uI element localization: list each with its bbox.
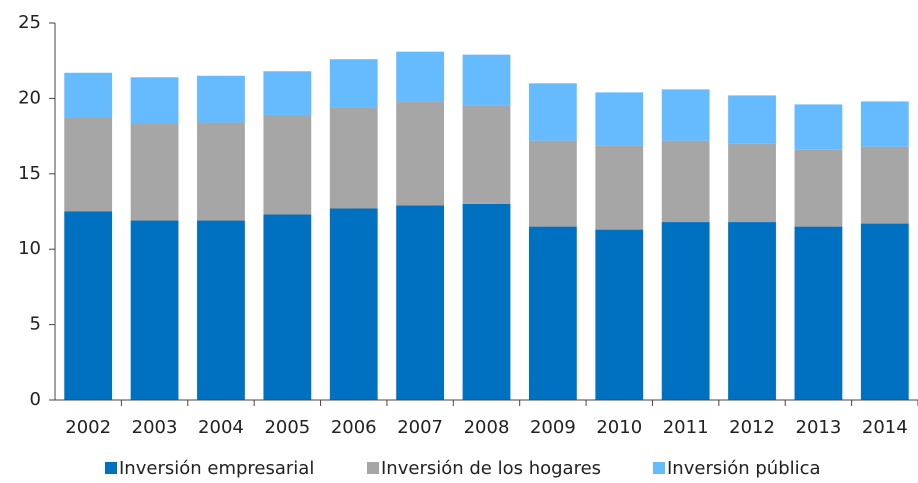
bar-segment bbox=[661, 89, 710, 141]
bar-segment bbox=[528, 226, 577, 400]
y-tick-label: 0 bbox=[30, 389, 41, 410]
bar-segment bbox=[728, 143, 776, 223]
x-tick-label: 2004 bbox=[198, 417, 244, 438]
bar-segment bbox=[528, 83, 577, 141]
legend-label: Inversión pública bbox=[667, 458, 821, 479]
bar-segment bbox=[794, 226, 843, 400]
y-tick-label: 20 bbox=[18, 87, 41, 108]
bar-segment bbox=[130, 220, 179, 400]
bar-segment bbox=[263, 71, 312, 115]
bar-segment bbox=[64, 118, 113, 212]
bar-segment bbox=[64, 211, 113, 400]
bar-segment bbox=[595, 145, 644, 230]
bar-segment bbox=[329, 107, 378, 209]
y-tick-label: 5 bbox=[30, 314, 41, 335]
x-tick-label: 2007 bbox=[397, 417, 443, 438]
x-tick-label: 2002 bbox=[65, 417, 111, 438]
bar-segment bbox=[860, 223, 909, 400]
bar-segment bbox=[263, 214, 312, 400]
bar-segment bbox=[528, 140, 577, 227]
x-tick-label: 2012 bbox=[729, 417, 775, 438]
bar-segment bbox=[396, 205, 445, 400]
bar-segment bbox=[728, 222, 776, 400]
bar-segment bbox=[661, 140, 710, 223]
x-tick-label: 2008 bbox=[464, 417, 510, 438]
bar-segment bbox=[595, 92, 644, 146]
bar-segment bbox=[197, 122, 245, 221]
bar-segment bbox=[860, 101, 909, 147]
bar-segment bbox=[794, 149, 843, 227]
x-tick-label: 2011 bbox=[663, 417, 709, 438]
legend-swatch bbox=[105, 462, 117, 474]
x-tick-label: 2006 bbox=[331, 417, 377, 438]
legend-label: Inversión empresarial bbox=[119, 458, 314, 479]
legend-swatch bbox=[367, 462, 379, 474]
bar-segment bbox=[329, 59, 378, 108]
x-tick-label: 2013 bbox=[796, 417, 842, 438]
bar-segment bbox=[595, 229, 644, 400]
x-tick-label: 2003 bbox=[132, 417, 178, 438]
x-tick-label: 2009 bbox=[530, 417, 576, 438]
x-tick-label: 2005 bbox=[264, 417, 310, 438]
bar-segment bbox=[130, 124, 179, 221]
bar-segment bbox=[661, 222, 710, 400]
y-tick-label: 15 bbox=[18, 163, 41, 184]
bar-segment bbox=[728, 95, 776, 144]
x-tick-label: 2010 bbox=[596, 417, 642, 438]
bar-segment bbox=[396, 101, 445, 206]
x-tick-label: 2014 bbox=[862, 417, 908, 438]
bar-segment bbox=[329, 208, 378, 400]
bar-segment bbox=[64, 72, 113, 119]
bar-segment bbox=[860, 146, 909, 224]
y-tick-label: 25 bbox=[18, 12, 41, 33]
bar-segment bbox=[396, 51, 445, 102]
bar-segment bbox=[130, 77, 179, 125]
legend-label: Inversión de los hogares bbox=[381, 458, 601, 479]
bar-segment bbox=[263, 114, 312, 215]
bar-segment bbox=[197, 75, 245, 123]
y-tick-label: 10 bbox=[18, 238, 41, 259]
legend-swatch bbox=[653, 462, 665, 474]
bar-segment bbox=[462, 54, 511, 106]
bar-segment bbox=[794, 104, 843, 150]
bar-segment bbox=[197, 220, 245, 400]
bar-segment bbox=[462, 203, 511, 400]
bar-segment bbox=[462, 105, 511, 204]
